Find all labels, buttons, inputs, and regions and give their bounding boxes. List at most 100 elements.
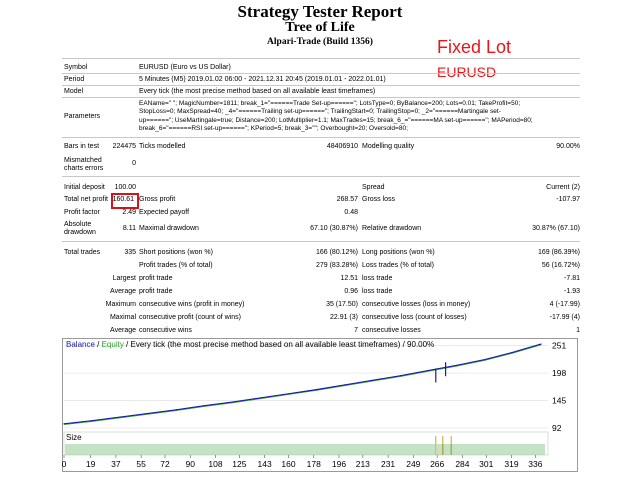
parameters-line: EAName=" "; MagicNumber=1811; break_1="=…: [139, 100, 521, 107]
period-label: Period: [64, 76, 85, 83]
bars-value: 224475: [112, 143, 136, 150]
legend-part: Equity: [102, 340, 124, 349]
average-consecutive-label: Average: [110, 327, 136, 334]
balance-point: [540, 343, 542, 345]
profit-trades-value: 279 (83.28%): [315, 262, 358, 269]
maximal-consecutive-loss-label: consecutive loss (count of losses): [362, 314, 467, 321]
average-consecutive-losses-label: consecutive losses: [362, 327, 421, 334]
parameters-value: EAName=" "; MagicNumber=1811; break_1="=…: [139, 100, 569, 134]
initial-deposit-label: Initial deposit: [64, 184, 105, 191]
gross-profit-value: 268.57: [336, 196, 358, 203]
average-profit-value: 0.96: [344, 288, 358, 295]
max-consecutive-losses-label: consecutive losses (loss in money): [362, 301, 471, 308]
average-profit-label: profit trade: [139, 288, 173, 295]
balance-point: [287, 393, 290, 395]
balance-point: [203, 405, 205, 407]
x-tick-label: 72: [160, 459, 170, 469]
x-tick-label: 0: [62, 459, 67, 469]
divider: [62, 241, 580, 242]
ticks-value: 48406910: [326, 143, 358, 150]
long-positions-value: 169 (86.39%): [537, 249, 580, 256]
relative-drawdown-label: Relative drawdown: [362, 225, 422, 232]
maximal-drawdown-label: Maximal drawdown: [139, 225, 199, 232]
relative-drawdown-value: 30.87% (67.10): [532, 225, 580, 232]
average-loss-value: -1.93: [564, 288, 580, 295]
x-tick-label: 231: [381, 459, 395, 469]
x-tick-label: 160: [281, 459, 295, 469]
balance-point: [63, 423, 65, 425]
model-label: Model: [64, 88, 84, 95]
balance-point: [372, 379, 374, 381]
maximal-consecutive-profit-value: 22.91 (3): [329, 314, 358, 321]
x-tick-label: 19: [86, 459, 96, 469]
loss-trades-label: Loss trades (% of total): [362, 262, 434, 269]
ticks-label: Ticks modelled: [139, 143, 186, 150]
y-tick-label: 251: [552, 341, 566, 351]
x-tick-label: 213: [356, 459, 370, 469]
long-positions-label: Long positions (won %): [362, 249, 435, 256]
divider: [62, 85, 580, 86]
divider: [62, 97, 580, 98]
annotation-symbol: EURUSD: [437, 64, 497, 80]
mismatch-label: Mismatched: [64, 157, 102, 164]
x-tick-label: 196: [332, 459, 346, 469]
mismatch-value: 0: [132, 160, 136, 167]
profit-factor-label: Profit factor: [64, 209, 100, 216]
parameters-line: StopLoss=0; MaxSpread=40; _4="======Trai…: [139, 108, 501, 116]
balance-point: [315, 389, 318, 391]
divider: [62, 176, 580, 177]
x-tick-label: 301: [479, 459, 493, 469]
divider: [62, 58, 580, 59]
balance-point: [343, 384, 346, 386]
balance-point: [512, 351, 514, 354]
gross-loss-label: Gross loss: [362, 196, 396, 203]
balance-point: [231, 401, 233, 403]
max-consecutive-wins-label: consecutive wins (profit in money): [139, 301, 245, 308]
quality-value: 90.00%: [556, 143, 580, 150]
net-profit-value: 160.61: [112, 196, 134, 203]
x-tick-label: 108: [208, 459, 222, 469]
balance-point: [147, 412, 149, 415]
max-consecutive-losses-value: 4 (-17.99): [549, 301, 580, 308]
period-value: 5 Minutes (M5) 2019.01.02 06:00 - 2021.1…: [139, 76, 386, 83]
net-profit-highlight: [111, 193, 139, 209]
size-label: Size: [66, 433, 82, 442]
balance-point: [484, 359, 486, 361]
x-tick-label: 178: [307, 459, 321, 469]
x-tick-label: 55: [136, 459, 146, 469]
mismatch-label: charts errors: [64, 165, 104, 172]
equity-series-line: [63, 344, 542, 425]
largest-profit-value: 12.51: [340, 275, 358, 282]
profit-factor-value: 2.49: [122, 209, 136, 216]
balance-point: [259, 397, 262, 399]
absolute-drawdown-value: 8.11: [122, 225, 136, 232]
x-tick-label: 143: [258, 459, 272, 469]
net-profit-label: Total net profit: [64, 196, 108, 203]
parameters-line: up======"; UseMartingale=true; Distance=…: [139, 116, 533, 124]
balance-point: [119, 416, 121, 418]
parameters-line: break_6="======RSI set-up======"; KPerio…: [139, 125, 408, 133]
absolute-drawdown-label: drawdown: [64, 229, 96, 236]
legend-part: Balance: [66, 340, 95, 349]
broker-info: Alpari-Trade (Build 1356): [267, 37, 373, 47]
report-subtitle: Tree of Life: [285, 20, 355, 35]
parameters-label: Parameters: [64, 113, 101, 120]
maximum-label: Maximum: [105, 301, 136, 308]
x-tick-label: 37: [111, 459, 121, 469]
x-tick-label: 319: [504, 459, 518, 469]
average-label: Average: [110, 288, 136, 295]
balance-point: [175, 409, 177, 411]
maximal-label: Maximal: [109, 314, 136, 321]
profit-trades-label: Profit trades (% of total): [139, 262, 213, 269]
y-tick-label: 145: [552, 396, 566, 406]
report-title: Strategy Tester Report: [237, 2, 403, 21]
divider: [62, 137, 580, 138]
chart-legend: Balance / Equity / Every tick (the most …: [66, 340, 434, 349]
max-consecutive-wins-value: 35 (17.50): [326, 301, 358, 308]
maximal-consecutive-loss-value: -17.99 (4): [549, 314, 580, 321]
balance-series-line: [63, 343, 542, 425]
maximal-drawdown-value: 67.10 (30.87%): [310, 225, 358, 232]
short-positions-value: 166 (80.12%): [315, 249, 358, 256]
absolute-drawdown-label: Absolute: [64, 221, 92, 228]
spread-value: Current (2): [546, 184, 580, 191]
